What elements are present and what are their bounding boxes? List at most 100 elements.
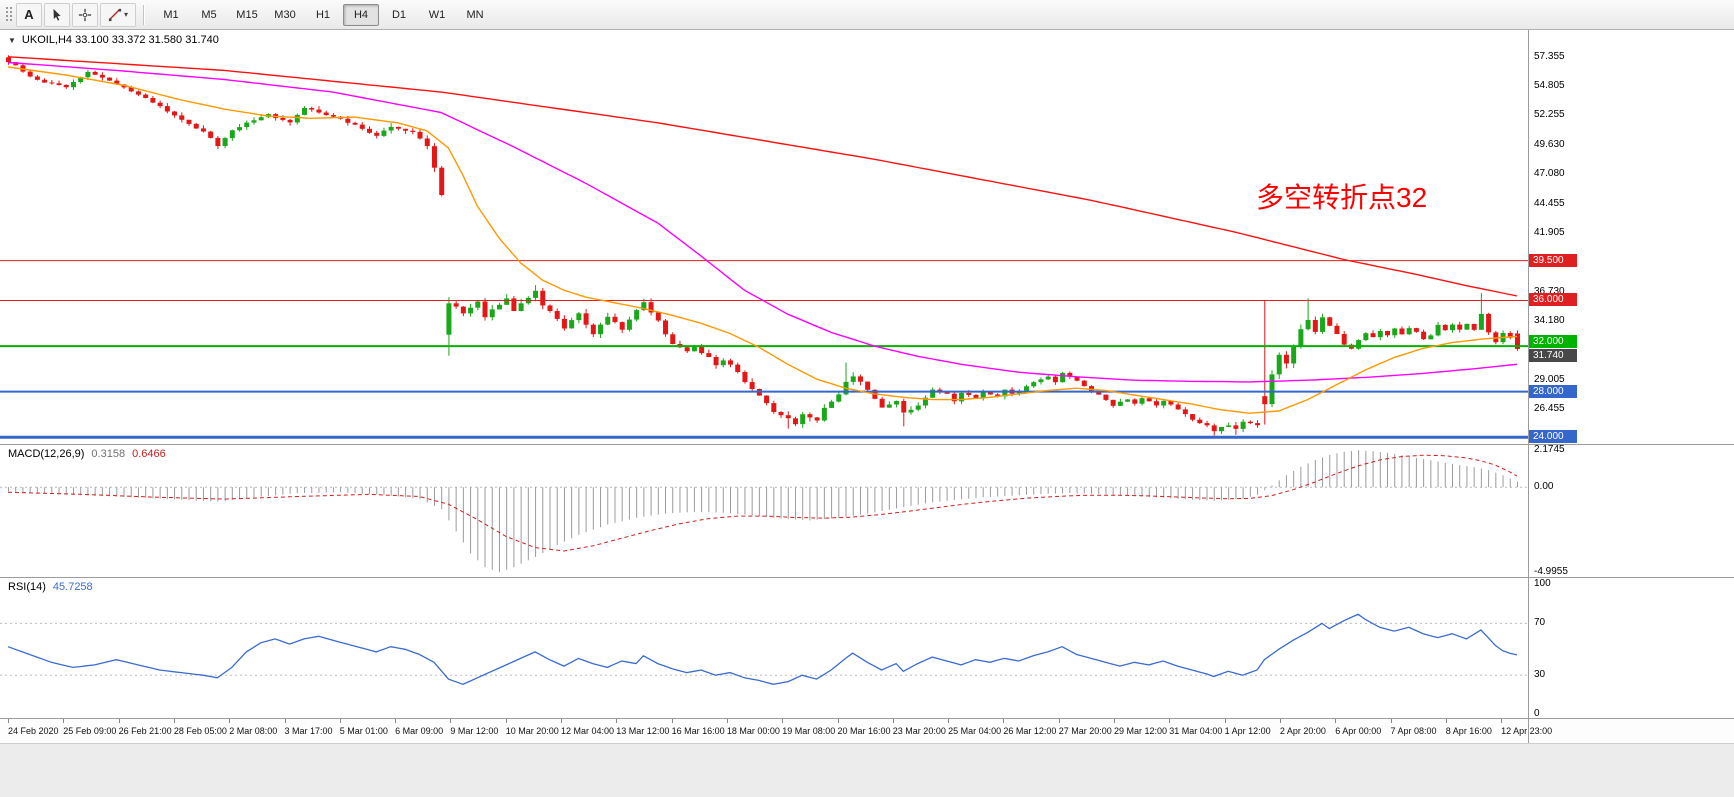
main-toolbar: A ▾ M1 M5 M15 M30 H1 H4 D1 W1 MN (0, 0, 1734, 30)
macd-indicator-panel: MACD(12,26,9) 0.3158 0.6466 2.1745 0.00 -4… (0, 444, 1734, 578)
crosshair-tool-button[interactable] (72, 2, 98, 27)
time-axis-label: 24 Feb 2020 (8, 726, 59, 736)
rsi-axis[interactable]: 100 70 30 0 (1529, 578, 1734, 720)
time-axis-tickmark (505, 719, 507, 723)
time-axis-label: 26 Feb 21:00 (118, 726, 172, 736)
price-axis[interactable]: 57.355 54.805 52.255 49.630 47.080 44.455 41.9… (1529, 30, 1734, 444)
macd-canvas[interactable] (0, 445, 1528, 577)
rsi-axis-tick: 100 (1534, 578, 1551, 590)
time-axis-tickmark (837, 719, 839, 723)
price-level-badge: 24.000 (1529, 430, 1577, 444)
time-axis-label: 27 Mar 20:00 (1058, 726, 1112, 736)
time-axis-tickmark (1279, 719, 1281, 723)
timeframe-button-h4[interactable]: H4 (343, 3, 379, 26)
symbol-info: ▼ UKOIL,H4 33.100 33.372 31.580 31.740 (8, 34, 219, 46)
time-axis-tickmark (726, 719, 728, 723)
timeframe-button-d1[interactable]: D1 (391, 8, 407, 21)
price-axis-tick: 47.080 (1534, 168, 1565, 180)
time-axis-label: 19 Mar 08:00 (782, 726, 836, 736)
time-axis-label: 2 Mar 08:00 (229, 726, 278, 736)
time-axis-label: 3 Mar 17:00 (284, 726, 333, 736)
time-axis-label: 6 Mar 09:00 (395, 726, 444, 736)
time-axis-tickmark (561, 719, 562, 723)
time-axis-label: 2 Apr 20:00 (1279, 726, 1326, 736)
price-level-badge: 36.000 (1529, 293, 1577, 307)
rsi-value: 45.7258 (52, 581, 93, 593)
time-axis-label: 12 Mar 04:00 (561, 726, 615, 736)
price-chart-canvas[interactable] (0, 30, 1528, 444)
macd-axis-tick: 0.00 (1534, 481, 1554, 493)
cursor-icon (53, 8, 61, 21)
macd-signal-line (7, 454, 1518, 552)
macd-axis-tick: 2.1745 (1534, 444, 1565, 456)
time-axis-label: 9 Mar 12:00 (450, 726, 499, 736)
time-axis-tickmark (782, 719, 784, 723)
time-axis-tickmark (173, 719, 175, 723)
macd-signal-value: 0.6466 (132, 448, 166, 460)
rsi-axis-tick: 70 (1534, 617, 1546, 629)
rsi-line (7, 613, 1518, 685)
trendline-icon (108, 8, 122, 21)
timeframe-button-m5[interactable]: M5 (201, 8, 217, 21)
rsi-axis-tick: 0 (1534, 708, 1540, 720)
rsi-indicator-panel: RSI(14) 45.7258 100 70 30 0 (0, 578, 1734, 720)
macd-axis-tick: -4.9955 (1534, 566, 1568, 578)
cursor-tool-button[interactable] (44, 2, 70, 27)
price-axis-tick: 52.255 (1534, 109, 1565, 121)
time-axis-tickmark (1058, 719, 1060, 723)
timeframe-button-h1[interactable]: H1 (315, 8, 331, 21)
text-tool-icon: A (24, 7, 34, 22)
time-axis-tickmark (1169, 719, 1171, 723)
time-axis-tickmark (339, 719, 341, 723)
time-axis-tickmark (616, 719, 618, 723)
crosshair-icon (78, 8, 92, 21)
price-level-badge: 32.000 (1529, 335, 1577, 349)
time-axis-tickmark (229, 719, 231, 723)
time-axis-label: 12 Apr 23:00 (1501, 726, 1553, 736)
time-axis-label: 25 Feb 09:00 (63, 726, 117, 736)
rsi-axis-tick: 30 (1534, 669, 1546, 681)
time-axis-tickmark (948, 719, 950, 723)
text-tool-button[interactable]: A (16, 2, 42, 27)
one-click-trading-toggle[interactable]: ▼ (8, 35, 16, 45)
macd-axis[interactable]: 2.1745 0.00 -4.9955 (1529, 444, 1734, 578)
timeframe-button-m30[interactable]: M30 (274, 8, 296, 21)
rsi-name: RSI(14) (8, 581, 46, 593)
time-axis-tickmark (671, 719, 673, 723)
price-axis-tick: 41.905 (1534, 227, 1565, 239)
time-axis-label: 5 Mar 01:00 (339, 726, 388, 736)
ma-fast-orange (7, 66, 1518, 414)
time-axis-label: 8 Apr 16:00 (1445, 726, 1492, 736)
chart-annotation-text: 多空转折点32 (1256, 182, 1428, 213)
time-axis-label: 29 Mar 12:00 (1114, 726, 1168, 736)
time-axis-label: 20 Mar 16:00 (837, 726, 891, 736)
ma-slow-red (7, 56, 1518, 297)
time-axis-tickmark (1501, 719, 1503, 723)
timeframe-button-w1[interactable]: W1 (428, 8, 446, 21)
rsi-label: RSI(14) 45.7258 (8, 581, 93, 593)
candles-layer (6, 55, 1520, 436)
price-level-badge: 28.000 (1529, 384, 1577, 398)
timeframe-button-mn[interactable]: MN (466, 8, 484, 21)
toolbar-separator (143, 4, 145, 25)
price-axis-tick: 29.005 (1534, 374, 1565, 386)
time-axis-label: 18 Mar 00:00 (726, 726, 780, 736)
time-axis-label: 10 Mar 20:00 (505, 726, 559, 736)
panel-separator[interactable] (0, 444, 1734, 445)
time-axis-tickmark (1335, 719, 1337, 723)
panel-separator[interactable] (0, 718, 1734, 719)
timeframe-button-m15[interactable]: M15 (236, 8, 258, 21)
price-level-badge: 31.740 (1529, 349, 1577, 362)
panel-separator[interactable] (0, 577, 1734, 578)
timeframe-button-m1[interactable]: M1 (163, 8, 179, 21)
time-axis-tickmark (118, 719, 120, 723)
rsi-canvas[interactable] (0, 578, 1528, 718)
time-axis-label: 7 Apr 08:00 (1390, 726, 1437, 736)
time-axis-label: 31 Mar 04:00 (1169, 726, 1223, 736)
time-axis-tickmark (284, 719, 286, 723)
shapes-tool-button[interactable]: ▾ (100, 2, 136, 27)
price-axis-tick: 36.730 (1534, 286, 1565, 298)
time-axis[interactable]: 24 Feb 2020 25 Feb 09:00 26 Feb 21:00 28 Fe… (0, 719, 1734, 743)
price-axis-tick: 26.455 (1534, 403, 1565, 415)
time-axis-label: 25 Mar 04:00 (948, 726, 1002, 736)
